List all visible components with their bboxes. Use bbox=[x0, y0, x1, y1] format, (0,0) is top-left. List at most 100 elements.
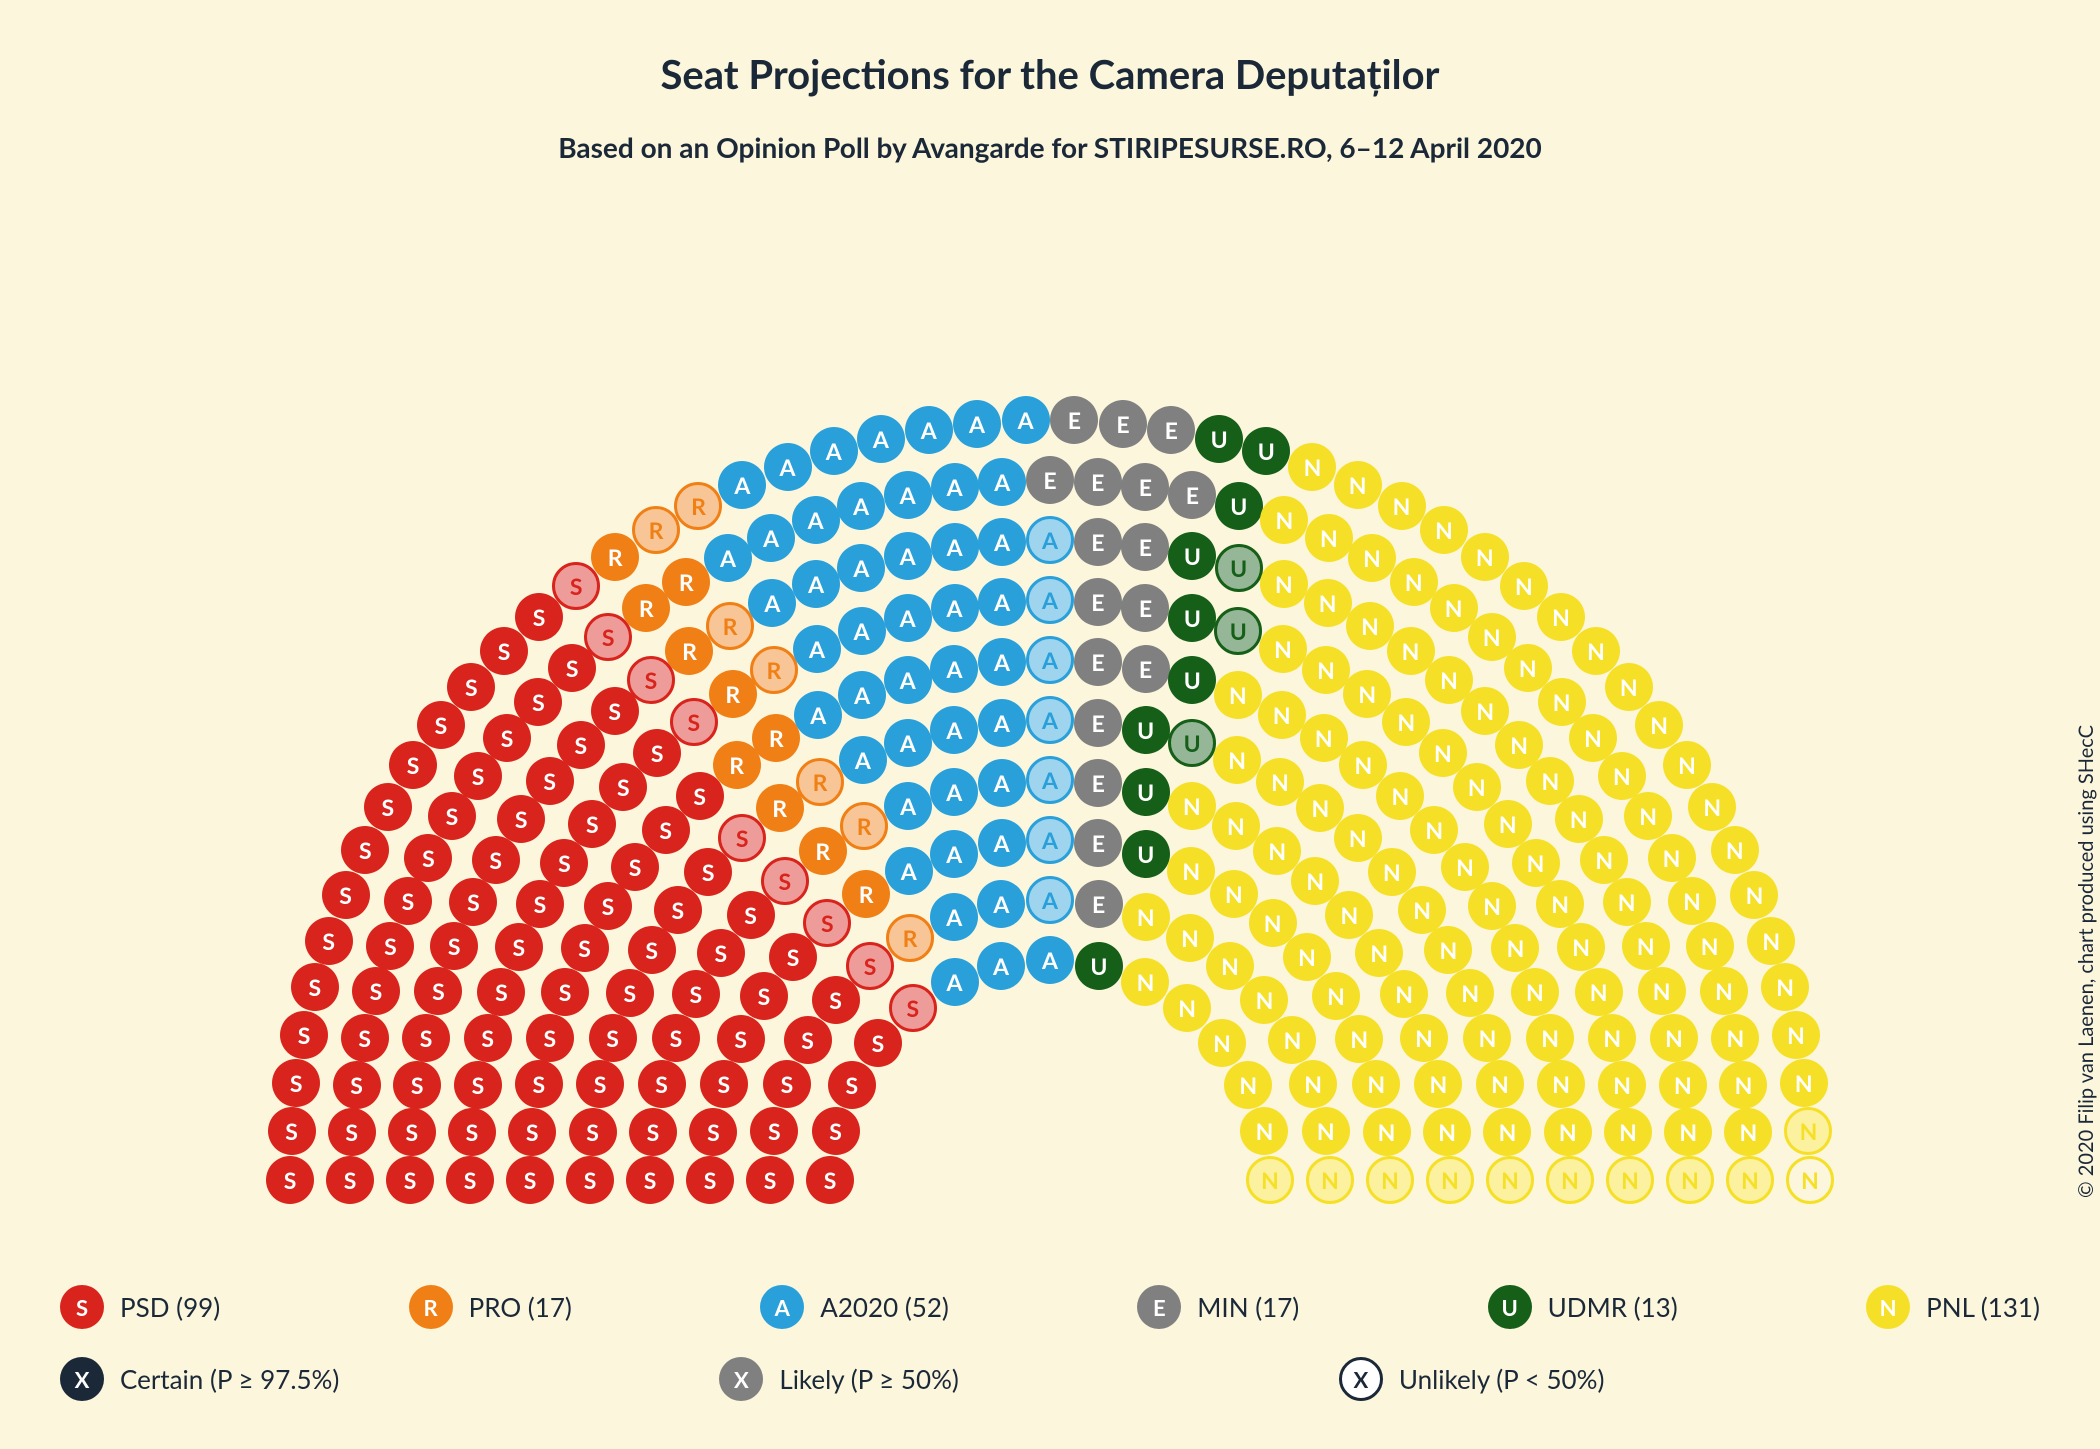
seat-pro: R bbox=[842, 870, 890, 918]
seat-psd: S bbox=[333, 1061, 381, 1109]
seat-a2020: A bbox=[704, 534, 752, 582]
seat-pnl: N bbox=[1302, 646, 1350, 694]
seat-psd: S bbox=[341, 1014, 389, 1062]
seat-udmr: U bbox=[1122, 706, 1170, 754]
seat-pnl: N bbox=[1246, 1156, 1294, 1204]
seat-pnl: N bbox=[1414, 1060, 1462, 1108]
legend-prob-label: Likely (P ≥ 50%) bbox=[779, 1363, 959, 1395]
seat-psd: S bbox=[561, 924, 609, 972]
seat-pnl: N bbox=[1483, 1108, 1531, 1156]
seat-psd: S bbox=[417, 701, 465, 749]
seat-psd: S bbox=[480, 627, 528, 675]
seat-psd: S bbox=[566, 1156, 614, 1204]
seat-psd: S bbox=[670, 698, 718, 746]
seat-psd: S bbox=[388, 1108, 436, 1156]
legend-prob-dot: X bbox=[60, 1357, 104, 1401]
seat-a2020: A bbox=[810, 427, 858, 475]
seat-a2020: A bbox=[748, 579, 796, 627]
seat-min: E bbox=[1026, 456, 1074, 504]
seat-pnl: N bbox=[1659, 1061, 1707, 1109]
legend-dot-pro: R bbox=[409, 1285, 453, 1329]
seat-pnl: N bbox=[1355, 929, 1403, 977]
seat-psd: S bbox=[446, 1156, 494, 1204]
seat-pnl: N bbox=[1166, 914, 1214, 962]
seat-pnl: N bbox=[1288, 443, 1336, 491]
seat-pnl: N bbox=[1726, 1156, 1774, 1204]
legend-item-psd: SPSD (99) bbox=[60, 1285, 220, 1329]
seat-udmr: U bbox=[1215, 544, 1263, 592]
seat-a2020: A bbox=[1026, 936, 1074, 984]
seat-min: E bbox=[1074, 759, 1122, 807]
seat-udmr: U bbox=[1122, 768, 1170, 816]
seat-psd: S bbox=[506, 1156, 554, 1204]
seat-udmr: U bbox=[1168, 719, 1216, 767]
seat-psd: S bbox=[846, 942, 894, 990]
seat-udmr: U bbox=[1215, 482, 1263, 530]
seat-psd: S bbox=[628, 926, 676, 974]
seat-pro: R bbox=[750, 646, 798, 694]
seat-pro: R bbox=[591, 533, 639, 581]
seat-pnl: N bbox=[1724, 1108, 1772, 1156]
seat-psd: S bbox=[341, 826, 389, 874]
seat-psd: S bbox=[629, 1108, 677, 1156]
seat-psd: S bbox=[393, 1061, 441, 1109]
seat-psd: S bbox=[386, 1156, 434, 1204]
seat-a2020: A bbox=[930, 645, 978, 693]
seat-pnl: N bbox=[1424, 926, 1472, 974]
seat-pnl: N bbox=[1312, 972, 1360, 1020]
seat-pnl: N bbox=[1537, 1060, 1585, 1108]
seat-pnl: N bbox=[1622, 922, 1670, 970]
seat-psd: S bbox=[402, 1014, 450, 1062]
seat-psd: S bbox=[806, 1156, 854, 1204]
seat-psd: S bbox=[552, 562, 600, 610]
seat-udmr: U bbox=[1075, 942, 1123, 990]
seat-pnl: N bbox=[1700, 967, 1748, 1015]
seat-pnl: N bbox=[1536, 880, 1584, 928]
seat-psd: S bbox=[495, 923, 543, 971]
seat-a2020: A bbox=[930, 893, 978, 941]
seat-psd: S bbox=[540, 839, 588, 887]
seat-min: E bbox=[1074, 638, 1122, 686]
seat-pnl: N bbox=[1719, 1061, 1767, 1109]
seat-psd: S bbox=[268, 1107, 316, 1155]
seat-pnl: N bbox=[1213, 736, 1261, 784]
seat-psd: S bbox=[454, 752, 502, 800]
seat-pnl: N bbox=[1423, 1108, 1471, 1156]
seat-a2020: A bbox=[793, 625, 841, 673]
seat-a2020: A bbox=[884, 471, 932, 519]
legend-item-a2020: AA2020 (52) bbox=[760, 1285, 949, 1329]
seat-a2020: A bbox=[1026, 636, 1074, 684]
seat-pnl: N bbox=[1198, 1019, 1246, 1067]
seat-pnl: N bbox=[1761, 963, 1809, 1011]
seat-psd: S bbox=[717, 1015, 765, 1063]
seat-min: E bbox=[1075, 880, 1123, 928]
seat-pnl: N bbox=[1666, 1156, 1714, 1204]
seat-pnl: N bbox=[1686, 922, 1734, 970]
seat-psd: S bbox=[447, 663, 495, 711]
seat-pro: R bbox=[706, 602, 754, 650]
seat-a2020: A bbox=[885, 847, 933, 895]
seat-pnl: N bbox=[1214, 671, 1262, 719]
seat-pnl: N bbox=[1346, 602, 1394, 650]
seat-a2020: A bbox=[930, 830, 978, 878]
seat-pnl: N bbox=[1580, 836, 1628, 884]
seat-psd: S bbox=[672, 970, 720, 1018]
seat-pnl: N bbox=[1352, 1060, 1400, 1108]
seat-psd: S bbox=[326, 1156, 374, 1204]
seat-psd: S bbox=[803, 899, 851, 947]
seat-min: E bbox=[1074, 699, 1122, 747]
seat-udmr: U bbox=[1168, 532, 1216, 580]
seat-psd: S bbox=[740, 972, 788, 1020]
seat-a2020: A bbox=[978, 458, 1026, 506]
seat-pnl: N bbox=[1426, 1156, 1474, 1204]
seat-pnl: N bbox=[1638, 967, 1686, 1015]
seat-a2020: A bbox=[978, 578, 1026, 626]
seat-a2020: A bbox=[931, 463, 979, 511]
seat-pro: R bbox=[674, 482, 722, 530]
seat-psd: S bbox=[700, 1060, 748, 1108]
chart-title: Seat Projections for the Camera Deputați… bbox=[0, 50, 2100, 98]
seat-psd: S bbox=[448, 1108, 496, 1156]
seat-pnl: N bbox=[1224, 1061, 1272, 1109]
seat-a2020: A bbox=[792, 560, 840, 608]
seat-min: E bbox=[1074, 819, 1122, 867]
